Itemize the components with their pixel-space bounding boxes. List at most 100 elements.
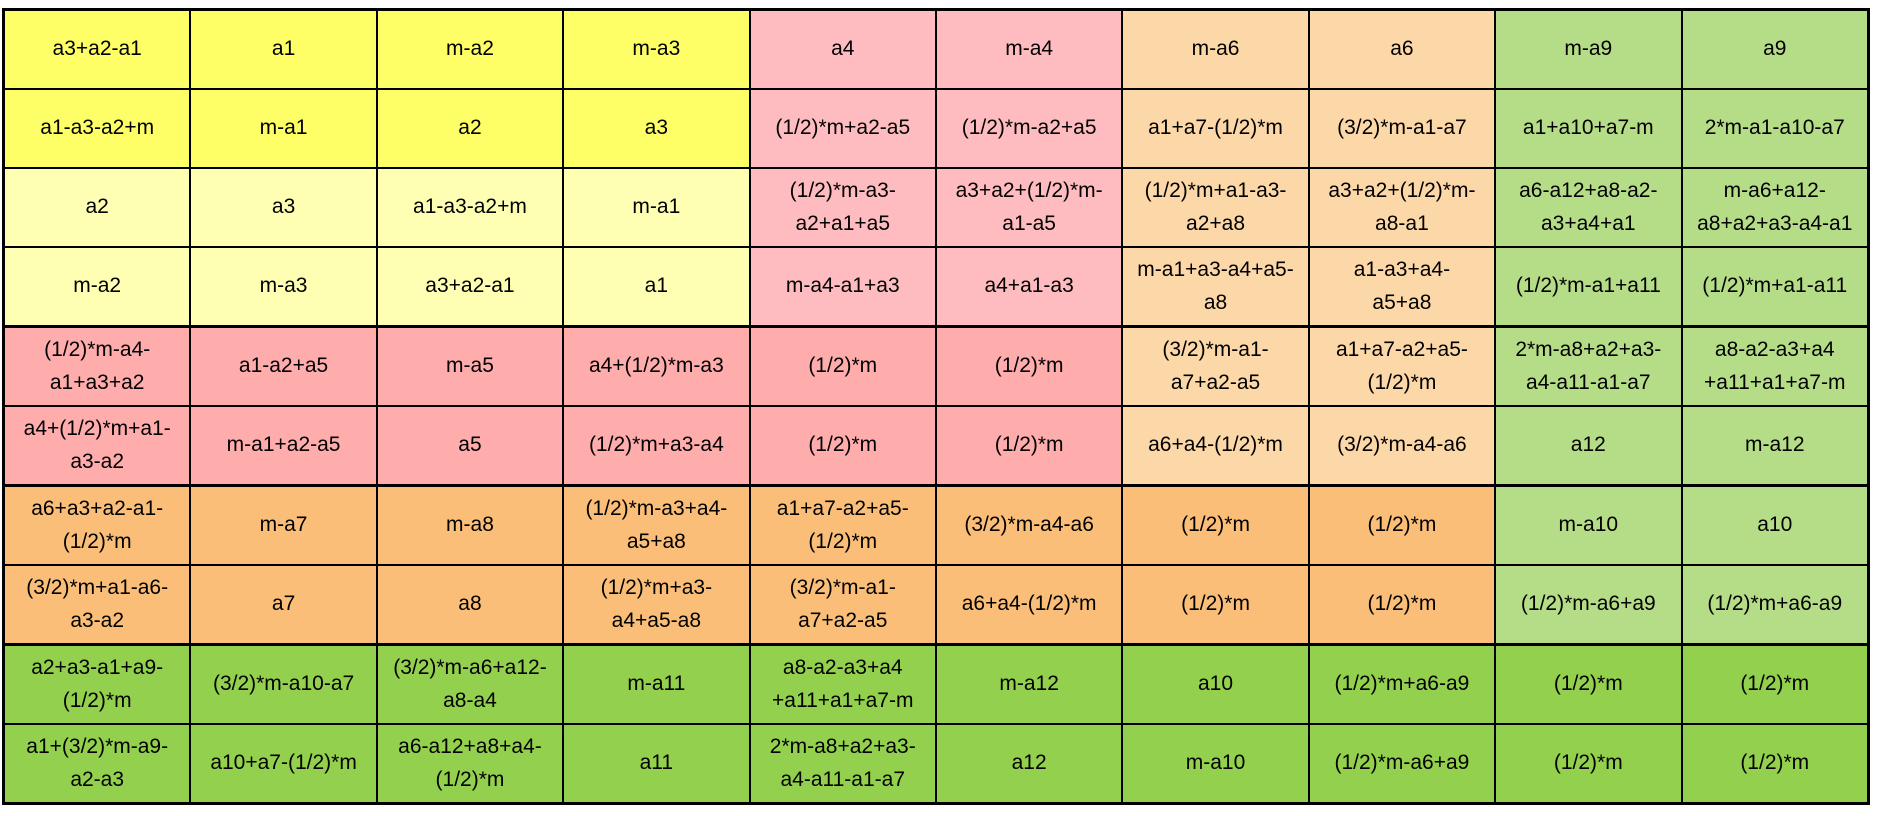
matrix-cell[interactable]: m-a8 [375,484,565,566]
matrix-cell[interactable]: m-a6 [1121,8,1310,90]
matrix-cell[interactable]: a8 [375,564,565,646]
matrix-cell[interactable]: m-a9 [1494,8,1683,90]
matrix-cell[interactable]: a1+a7-a2+a5- (1/2)*m [1307,325,1497,407]
matrix-cell[interactable]: (1/2)*m-a2+a5 [934,88,1124,169]
matrix-cell[interactable]: a5 [375,405,565,487]
matrix-cell[interactable]: m-a10 [1121,723,1310,805]
matrix-cell[interactable]: 2*m-a1-a10-a7 [1680,88,1870,169]
matrix-cell[interactable]: (3/2)*m-a1- a7+a2-a5 [748,564,937,646]
matrix-cell[interactable]: a3 [189,167,378,248]
matrix-cell[interactable]: a3 [562,88,751,169]
matrix-cell[interactable]: a10 [1680,484,1870,566]
matrix-cell[interactable]: (1/2)*m [1121,564,1310,646]
matrix-cell[interactable]: a1+a10+a7-m [1494,88,1683,169]
matrix-cell[interactable]: (1/2)*m-a3- a2+a1+a5 [748,167,937,248]
matrix-cell[interactable]: (1/2)*m-a3+a4- a5+a8 [562,484,751,566]
matrix-cell[interactable]: a2 [2,167,192,248]
matrix-cell[interactable]: a1-a3-a2+m [375,167,565,248]
matrix-cell[interactable]: (1/2)*m-a4- a1+a3+a2 [2,325,192,407]
matrix-cell[interactable]: (1/2)*m [748,325,937,407]
matrix-cell[interactable]: a9 [1680,8,1870,90]
matrix-cell[interactable]: a1+a7-(1/2)*m [1121,88,1310,169]
matrix-cell[interactable]: (1/2)*m [1121,484,1310,566]
matrix-cell[interactable]: a3+a2-a1 [2,8,192,90]
matrix-cell[interactable]: m-a12 [934,643,1124,725]
matrix-cell[interactable]: a1+a7-a2+a5- (1/2)*m [748,484,937,566]
matrix-cell[interactable]: (1/2)*m+a6-a9 [1307,643,1497,725]
matrix-cell[interactable]: m-a4-a1+a3 [748,246,937,328]
matrix-cell[interactable]: a7 [189,564,378,646]
matrix-cell[interactable]: m-a1 [562,167,751,248]
matrix-cell[interactable]: (1/2)*m+a3- a4+a5-a8 [562,564,751,646]
matrix-cell[interactable]: a12 [1494,405,1683,487]
matrix-cell[interactable]: (3/2)*m-a10-a7 [189,643,378,725]
matrix-cell[interactable]: a10 [1121,643,1310,725]
matrix-cell[interactable]: a2 [375,88,565,169]
matrix-cell[interactable]: (1/2)*m+a6-a9 [1680,564,1870,646]
matrix-cell[interactable]: a1-a3-a2+m [2,88,192,169]
matrix-cell[interactable]: m-a12 [1680,405,1870,487]
matrix-cell[interactable]: a3+a2+(1/2)*m- a1-a5 [934,167,1124,248]
matrix-cell[interactable]: a6-a12+a8+a4- (1/2)*m [375,723,565,805]
matrix-cell[interactable]: (1/2)*m [1680,723,1870,805]
matrix-cell[interactable]: (1/2)*m [1307,564,1497,646]
matrix-cell[interactable]: a4+(1/2)*m-a3 [562,325,751,407]
matrix-cell[interactable]: (3/2)*m-a4-a6 [1307,405,1497,487]
matrix-cell[interactable]: (1/2)*m+a3-a4 [562,405,751,487]
matrix-cell[interactable]: (1/2)*m+a2-a5 [748,88,937,169]
matrix-cell[interactable]: (1/2)*m-a6+a9 [1307,723,1497,805]
matrix-cell[interactable]: a1+(3/2)*m-a9- a2-a3 [2,723,192,805]
matrix-cell[interactable]: m-a6+a12- a8+a2+a3-a4-a1 [1680,167,1870,248]
matrix-cell[interactable]: m-a7 [189,484,378,566]
matrix-cell[interactable]: a4+a1-a3 [934,246,1124,328]
matrix-cell[interactable]: a6+a4-(1/2)*m [1121,405,1310,487]
matrix-cell[interactable]: m-a2 [2,246,192,328]
matrix-cell[interactable]: a6+a4-(1/2)*m [934,564,1124,646]
matrix-cell[interactable]: a8-a2-a3+a4 +a11+a1+a7-m [1680,325,1870,407]
matrix-cell[interactable]: a6 [1307,8,1497,90]
matrix-cell[interactable]: a4 [748,8,937,90]
matrix-cell[interactable]: a10+a7-(1/2)*m [189,723,378,805]
matrix-cell[interactable]: a6-a12+a8-a2- a3+a4+a1 [1494,167,1683,248]
matrix-cell[interactable]: a1-a3+a4- a5+a8 [1307,246,1497,328]
matrix-cell[interactable]: a1-a2+a5 [189,325,378,407]
matrix-cell[interactable]: a12 [934,723,1124,805]
matrix-cell[interactable]: (1/2)*m [934,325,1124,407]
matrix-cell[interactable]: (3/2)*m-a4-a6 [934,484,1124,566]
matrix-cell[interactable]: (1/2)*m+a1-a11 [1680,246,1870,328]
matrix-cell[interactable]: a11 [562,723,751,805]
matrix-cell[interactable]: m-a1+a3-a4+a5- a8 [1121,246,1310,328]
matrix-cell[interactable]: m-a1+a2-a5 [189,405,378,487]
matrix-cell[interactable]: a3+a2-a1 [375,246,565,328]
matrix-cell[interactable]: a8-a2-a3+a4 +a11+a1+a7-m [748,643,937,725]
matrix-cell[interactable]: m-a5 [375,325,565,407]
matrix-cell[interactable]: 2*m-a8+a2+a3- a4-a11-a1-a7 [748,723,937,805]
matrix-cell[interactable]: (1/2)*m-a1+a11 [1494,246,1683,328]
matrix-cell[interactable]: (1/2)*m [1680,643,1870,725]
matrix-cell[interactable]: m-a1 [189,88,378,169]
matrix-cell[interactable]: a2+a3-a1+a9- (1/2)*m [2,643,192,725]
matrix-cell[interactable]: a1 [189,8,378,90]
matrix-cell[interactable]: (1/2)*m [1307,484,1497,566]
matrix-cell[interactable]: m-a11 [562,643,751,725]
matrix-cell[interactable]: (1/2)*m [748,405,937,487]
matrix-cell[interactable]: (1/2)*m [1494,643,1683,725]
matrix-cell[interactable]: 2*m-a8+a2+a3- a4-a11-a1-a7 [1494,325,1683,407]
matrix-cell[interactable]: (3/2)*m-a6+a12- a8-a4 [375,643,565,725]
matrix-cell[interactable]: m-a10 [1494,484,1683,566]
matrix-cell[interactable]: (1/2)*m [1494,723,1683,805]
matrix-cell[interactable]: a4+(1/2)*m+a1- a3-a2 [2,405,192,487]
matrix-cell[interactable]: (1/2)*m-a6+a9 [1494,564,1683,646]
matrix-cell[interactable]: m-a4 [934,8,1124,90]
matrix-cell[interactable]: a1 [562,246,751,328]
matrix-cell[interactable]: m-a3 [562,8,751,90]
matrix-cell[interactable]: a3+a2+(1/2)*m- a8-a1 [1307,167,1497,248]
matrix-cell[interactable]: m-a3 [189,246,378,328]
matrix-cell[interactable]: (3/2)*m+a1-a6- a3-a2 [2,564,192,646]
matrix-cell[interactable]: a6+a3+a2-a1- (1/2)*m [2,484,192,566]
matrix-cell[interactable]: m-a2 [375,8,565,90]
matrix-cell[interactable]: (3/2)*m-a1- a7+a2-a5 [1121,325,1310,407]
matrix-cell[interactable]: (1/2)*m [934,405,1124,487]
matrix-cell[interactable]: (1/2)*m+a1-a3- a2+a8 [1121,167,1310,248]
matrix-cell[interactable]: (3/2)*m-a1-a7 [1307,88,1497,169]
